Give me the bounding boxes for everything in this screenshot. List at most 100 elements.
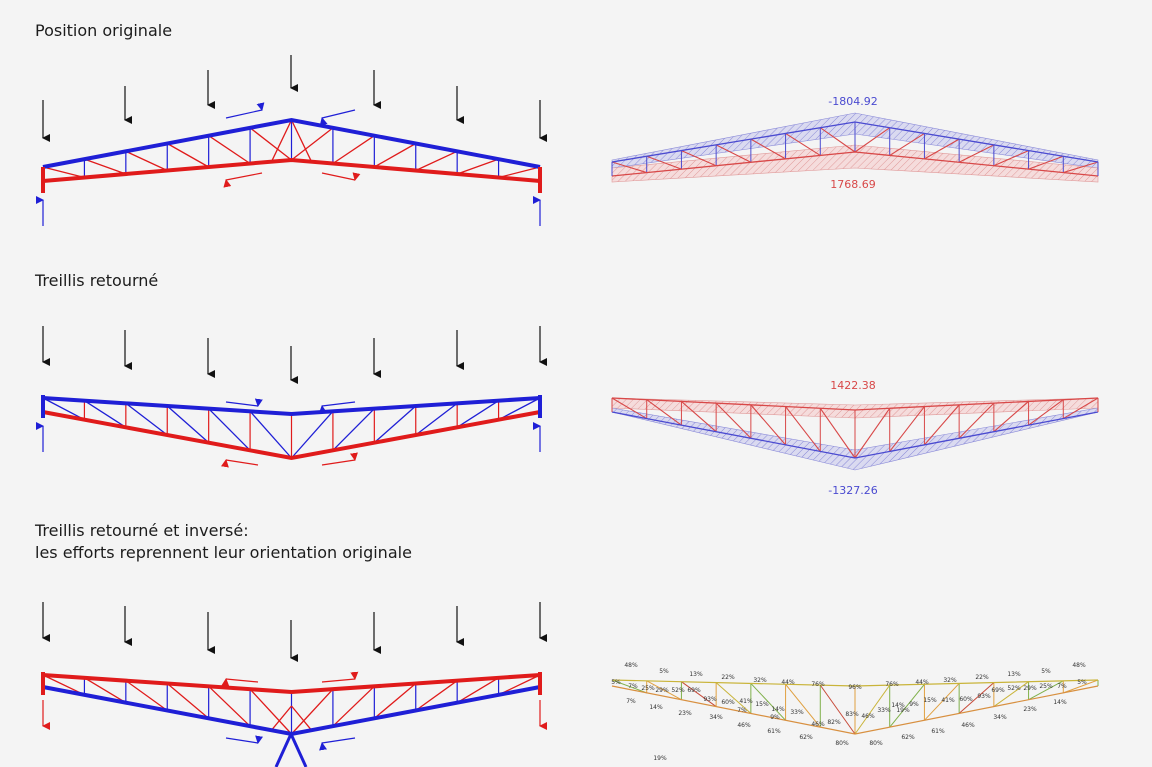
utilization-label: 44%	[915, 679, 929, 686]
member	[715, 144, 752, 163]
utilization-label: 22%	[721, 674, 735, 681]
chord-force-arrow	[321, 172, 361, 181]
utilization-label: 46%	[811, 721, 825, 728]
top-chord	[42, 117, 541, 169]
member	[1028, 399, 1064, 426]
member	[1028, 680, 1064, 701]
member	[611, 411, 1099, 459]
member	[715, 402, 752, 439]
web-diagonal	[291, 127, 334, 161]
web-diagonal	[208, 685, 251, 727]
member	[924, 138, 960, 160]
fea2-tension-label: 1422.38	[830, 379, 876, 392]
web-diagonal	[290, 705, 313, 731]
member	[785, 132, 821, 156]
member	[611, 151, 1099, 177]
utilization-label: 25%	[641, 685, 655, 692]
utilization-label: 69%	[687, 687, 701, 694]
member	[611, 679, 647, 694]
member	[993, 150, 1029, 167]
utilization-label: 41%	[941, 697, 955, 704]
utilization-label: 76%	[811, 681, 825, 688]
web-diagonal	[456, 677, 499, 704]
utilization-label: 52%	[671, 687, 685, 694]
member	[924, 404, 960, 446]
support-leg	[289, 733, 308, 767]
fea1-tension-label: 1768.69	[830, 178, 876, 191]
member	[854, 684, 891, 735]
member	[889, 406, 925, 452]
member	[819, 127, 856, 153]
web-diagonal	[249, 410, 292, 459]
utilization-label: 5%	[1041, 668, 1051, 675]
utilization-label: 7%	[628, 683, 638, 690]
chord-force-arrow	[225, 735, 264, 744]
utilization-label: 48%	[624, 662, 638, 669]
fea2-compression-label: -1327.26	[828, 484, 877, 497]
member	[958, 402, 995, 439]
utilization-label: 93%	[977, 693, 991, 700]
utilization-label: 34%	[709, 714, 723, 721]
member	[785, 406, 821, 452]
utilization-label: 14%	[891, 702, 905, 709]
web-diagonal	[125, 680, 168, 712]
member	[889, 683, 925, 728]
web-diagonal	[166, 683, 210, 719]
utilization-label: 80%	[835, 740, 849, 747]
utilization-label: 62%	[799, 734, 813, 741]
utilization-label: 13%	[1007, 671, 1021, 678]
utilization-label: 5%	[1077, 679, 1087, 686]
member	[611, 679, 1099, 687]
chord-force-arrow	[321, 671, 359, 683]
member	[681, 681, 717, 707]
web-diagonal	[415, 150, 458, 172]
web-diagonal	[84, 400, 127, 428]
web-diagonal	[373, 405, 417, 444]
utilization-label: 62%	[901, 734, 915, 741]
web-diagonal	[270, 705, 293, 731]
chord-force-arrow	[319, 109, 356, 126]
utilization-label: 60%	[721, 699, 735, 706]
member	[993, 681, 1029, 707]
web-diagonal	[84, 158, 127, 175]
member	[611, 161, 647, 174]
utilization-label: 44%	[781, 679, 795, 686]
member	[1063, 679, 1099, 694]
member	[854, 127, 891, 153]
utilization-label: 7%	[626, 698, 636, 705]
web-diagonal	[270, 119, 293, 162]
chord-force-arrow	[321, 452, 358, 466]
utilization-label: 33%	[790, 709, 804, 716]
web-diagonal	[290, 119, 313, 162]
member	[889, 132, 925, 156]
support-leg	[274, 733, 293, 767]
web-diagonal	[249, 688, 292, 735]
utilization-label: 61%	[931, 728, 945, 735]
utilization-label: 23%	[678, 710, 692, 717]
member	[681, 150, 717, 167]
chord-force-arrow	[223, 172, 263, 188]
member	[611, 397, 1099, 411]
web-diagonal	[415, 402, 458, 436]
member	[993, 401, 1029, 433]
utilization-label: 15%	[755, 701, 769, 708]
utilization-label: 14%	[1053, 699, 1067, 706]
utilization-label: 9%	[770, 714, 780, 721]
chord-force-arrow	[225, 102, 265, 119]
utilization-label: 93%	[703, 696, 717, 703]
utilization-labels: 48% 5% 13% 22% 32% 44% 76% 96% 76% 44% 32% 22% 13% 5%…	[611, 662, 1087, 762]
utilization-label: 33%	[877, 707, 891, 714]
bottom-chord	[42, 157, 541, 183]
web-diagonal	[249, 127, 292, 161]
utilization-label: 46%	[961, 722, 975, 729]
web-diagonal	[415, 680, 458, 712]
member	[750, 138, 786, 160]
web-diagonal	[332, 408, 375, 451]
member	[611, 121, 1099, 163]
utilization-label: 23%	[1023, 706, 1037, 713]
utilization-label: 52%	[1007, 685, 1021, 692]
utilization-label: 5%	[611, 679, 621, 686]
web-diagonal	[291, 410, 334, 459]
utilization-label: 32%	[943, 677, 957, 684]
utilization-label: 34%	[993, 714, 1007, 721]
